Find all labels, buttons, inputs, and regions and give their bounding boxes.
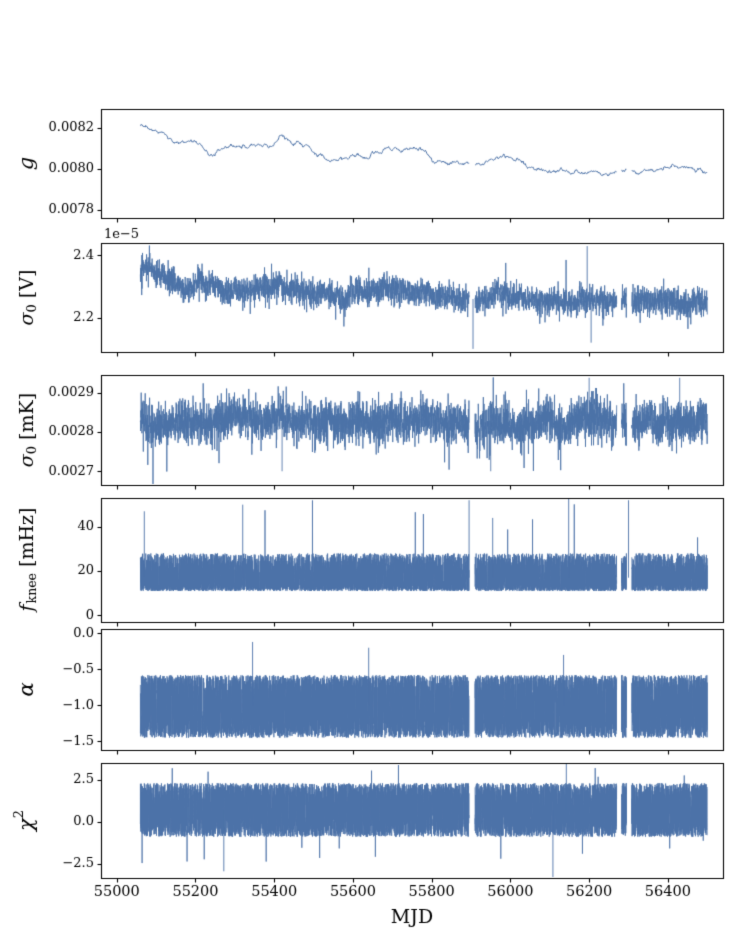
figure-root: 000026 MJD g σ0 [V] σ0 [mK] fknee [mHz] …	[0, 0, 732, 944]
multi-panel-timeseries-chart	[0, 0, 732, 944]
